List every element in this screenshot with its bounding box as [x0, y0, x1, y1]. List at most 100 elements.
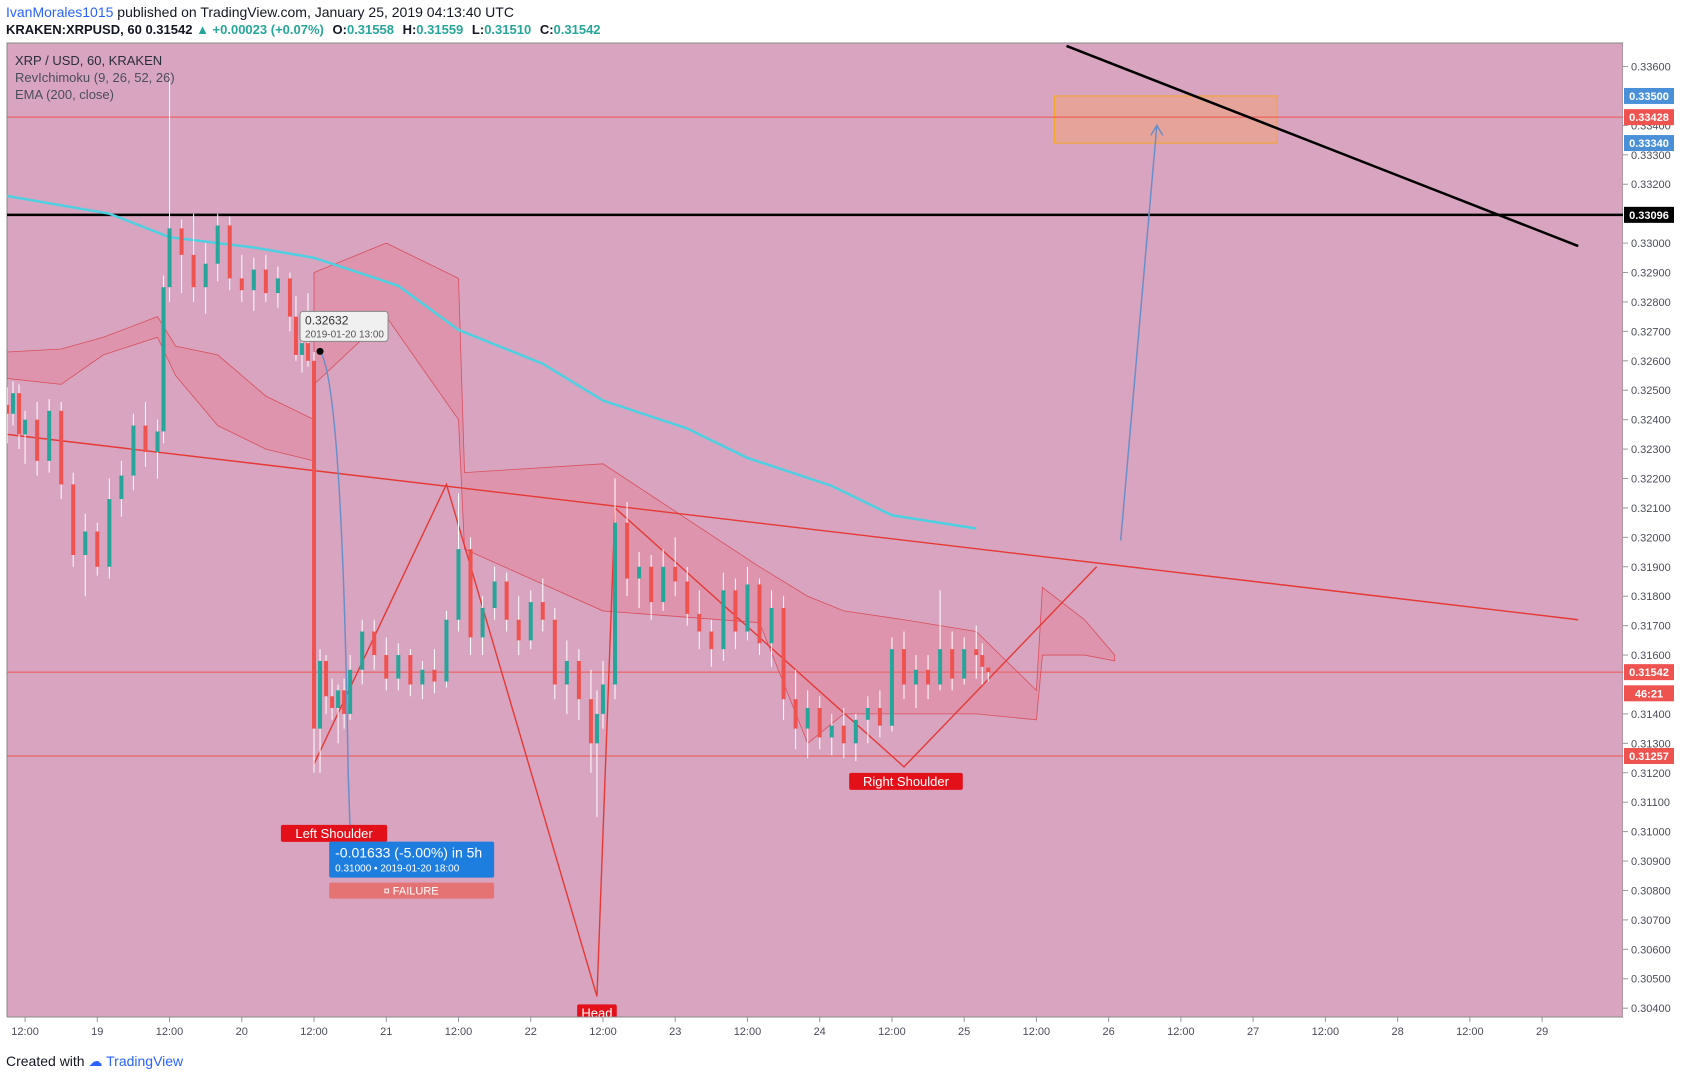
candle-body — [143, 425, 148, 453]
measure-start-dot — [316, 347, 324, 355]
legend-line-1: RevIchimoku (9, 26, 52, 26) — [15, 70, 175, 85]
publish-info: IvanMorales1015 published on TradingView… — [6, 4, 514, 20]
candle-body — [637, 566, 642, 579]
price-tick-label: 0.31200 — [1631, 768, 1671, 780]
candle-body — [59, 410, 64, 485]
candle-body — [697, 613, 702, 632]
candle-body — [408, 655, 413, 685]
price-tick-label: 0.31300 — [1631, 738, 1671, 750]
plot-layer: 0.32632 2019-01-20 13:00 — [7, 44, 1623, 997]
time-tick-label: 12:00 — [445, 1026, 473, 1038]
price-tick-label: 0.31000 — [1631, 827, 1671, 839]
candle-body — [841, 725, 846, 744]
label-left-shoulder: Left Shoulder — [280, 824, 388, 842]
price-tick-label: 0.31400 — [1631, 709, 1671, 721]
tooltip-price: 0.32632 — [305, 313, 349, 327]
price-tick-label: 0.32400 — [1631, 415, 1671, 427]
price-badge: 0.33500 — [1624, 87, 1674, 104]
candle-body — [342, 690, 347, 714]
price-tick-label: 0.32300 — [1631, 444, 1671, 456]
candle-body — [625, 522, 630, 579]
tradingview-logo[interactable]: ☁ TradingView — [88, 1053, 184, 1069]
candle-body — [938, 649, 943, 685]
candle-body — [980, 655, 985, 667]
price-badge: 46:21 — [1624, 685, 1674, 702]
price-tick-label: 0.31600 — [1631, 650, 1671, 662]
time-tick-label: 27 — [1247, 1026, 1259, 1038]
price-badge: 0.33096 — [1624, 206, 1674, 223]
candle-body — [709, 631, 714, 650]
candle-body — [865, 708, 870, 720]
badge-text: 0.31257 — [1629, 751, 1669, 763]
candle-body — [131, 425, 136, 476]
failure-box — [329, 882, 495, 899]
price-tick-label: 0.32700 — [1631, 326, 1671, 338]
candle-body — [817, 708, 822, 738]
candle-body — [733, 590, 738, 632]
candle-body — [420, 669, 425, 685]
time-tick-label: 21 — [380, 1026, 392, 1038]
candle-body — [468, 549, 473, 638]
candle-body — [384, 655, 389, 679]
candle-body — [444, 619, 449, 682]
legend-line-2: EMA (200, close) — [15, 87, 114, 102]
candle-body — [251, 269, 256, 291]
arrow-head — [1150, 123, 1164, 136]
candle-body — [432, 669, 437, 682]
legend-line-0: XRP / USD, 60, KRAKEN — [15, 53, 162, 68]
candle-body — [745, 584, 750, 632]
candle-body — [203, 263, 208, 288]
candle-body — [829, 725, 834, 738]
badge-box — [1624, 87, 1674, 104]
price-badge: 0.33428 — [1624, 109, 1674, 126]
candle-body — [974, 649, 979, 656]
candle-body — [95, 531, 100, 567]
price-tick-label: 0.32100 — [1631, 503, 1671, 515]
candle-body — [600, 684, 605, 714]
time-tick-label: 25 — [958, 1026, 970, 1038]
time-tick-label: 19 — [91, 1026, 103, 1038]
candle-body — [191, 254, 196, 288]
candle-body — [227, 225, 232, 279]
published-text: published on TradingView.com, January 25… — [117, 4, 514, 20]
measure-start-tooltip: 0.32632 2019-01-20 13:00 — [299, 310, 389, 342]
candle-body — [372, 631, 377, 656]
symbol-label: KRAKEN:XRPUSD, 60 — [6, 22, 142, 37]
price-tick-label: 0.32800 — [1631, 297, 1671, 309]
price-tick-label: 0.32000 — [1631, 532, 1671, 544]
ema-200-line — [7, 194, 977, 530]
candle-body — [757, 584, 762, 644]
candle-body — [673, 566, 678, 582]
candle-body — [360, 631, 365, 670]
price-axis — [1623, 43, 1687, 1017]
badge-text: 0.33096 — [1629, 210, 1669, 222]
tooltip-box — [299, 310, 389, 342]
candle-body — [275, 278, 280, 294]
candle-body — [781, 607, 786, 700]
author-link[interactable]: IvanMorales1015 — [6, 4, 114, 20]
candle-body — [613, 522, 618, 685]
time-tick-label: 12:00 — [1312, 1026, 1340, 1038]
candle-body — [167, 228, 172, 288]
badge-box — [1624, 135, 1674, 152]
high-value: 0.31559 — [416, 22, 464, 37]
time-tick-label: 24 — [814, 1026, 826, 1038]
candle-body — [853, 719, 858, 744]
candle-body — [769, 607, 774, 644]
failure-text: ¤ FAILURE — [384, 886, 439, 898]
close-value: 0.31542 — [553, 22, 601, 37]
badge-box — [1624, 685, 1674, 702]
badge-text: 0.33428 — [1629, 112, 1669, 124]
head-shoulders-pattern — [313, 482, 1098, 997]
candle-body — [330, 696, 335, 709]
tooltip-time: 2019-01-20 13:00 — [305, 329, 384, 340]
candle-body — [721, 590, 726, 650]
candle-body — [107, 499, 112, 567]
label-box — [849, 772, 963, 790]
candle-body — [901, 649, 906, 685]
candle-body — [215, 225, 220, 264]
time-axis — [0, 1017, 1623, 1045]
candle-body — [986, 667, 991, 673]
price-badge: 0.31542 — [1624, 664, 1674, 681]
